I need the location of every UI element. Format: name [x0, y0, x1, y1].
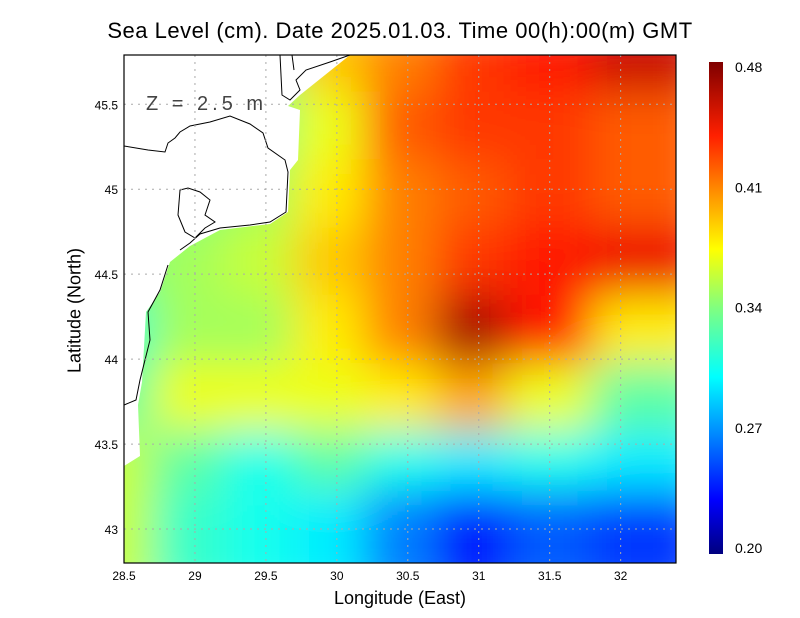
colorbar-tick-label: 0.34	[735, 300, 762, 316]
x-tick-label: 31.5	[538, 569, 562, 583]
x-tick-label: 30	[330, 569, 344, 583]
land-mass	[124, 55, 350, 466]
x-tick-label: 28.5	[112, 569, 136, 583]
y-tick-label: 45.5	[95, 98, 119, 112]
x-ticks: 28.5 29 29.5 30 30.5 31 31.5 32	[112, 569, 627, 583]
x-tick-label: 30.5	[396, 569, 420, 583]
colorbar-ticks: 0.48 0.41 0.34 0.27 0.20	[735, 59, 762, 556]
chart-title: Sea Level (cm). Date 2025.01.03. Time 00…	[107, 18, 693, 43]
x-tick-label: 29	[188, 569, 202, 583]
y-tick-label: 43	[105, 523, 119, 537]
y-tick-label: 44.5	[95, 268, 119, 282]
y-tick-label: 45	[105, 183, 119, 197]
colorbar-tick-label: 0.20	[735, 540, 762, 556]
y-ticks: 43 43.5 44 44.5 45 45.5	[95, 98, 119, 537]
colorbar-tick-label: 0.27	[735, 420, 762, 436]
depth-label: Z = 2.5 m	[146, 93, 267, 115]
heat-cell	[592, 490, 676, 563]
colorbar	[709, 62, 723, 554]
colorbar-tick-label: 0.41	[735, 179, 762, 195]
colorbar-tick-label: 0.48	[735, 59, 762, 75]
y-tick-label: 43.5	[95, 438, 119, 452]
y-tick-label: 44	[105, 353, 119, 367]
x-tick-label: 31	[472, 569, 486, 583]
coastline	[124, 115, 289, 406]
grid-lines	[124, 55, 676, 563]
plot-frame	[123, 54, 677, 564]
x-axis-label: Longitude (East)	[333, 588, 467, 608]
x-tick-label: 32	[614, 569, 628, 583]
coastline	[177, 55, 351, 239]
x-tick-label: 29.5	[254, 569, 278, 583]
